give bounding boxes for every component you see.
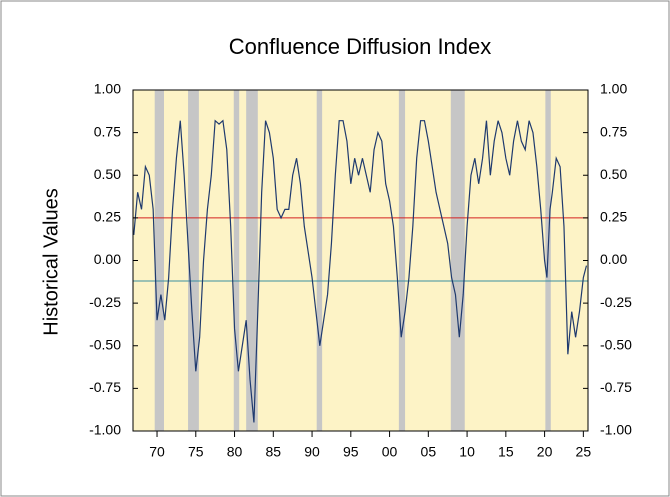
y2-tick-label: 0.75 [600, 123, 627, 139]
y2-tick-label: 0.50 [600, 166, 627, 182]
x-tick-label: 75 [188, 444, 204, 460]
x-tick-label: 25 [576, 444, 592, 460]
x-tick-label: 05 [421, 444, 437, 460]
y2-tick-label: 0.25 [600, 209, 627, 225]
y-tick-label: -1.00 [89, 422, 121, 438]
recession-band [398, 90, 406, 431]
y-tick-label: 0.00 [94, 251, 121, 267]
y-tick-label: -0.25 [89, 294, 121, 310]
y2-tick-label: 1.00 [600, 81, 627, 97]
recession-band [188, 90, 199, 431]
x-tick-label: 00 [382, 444, 398, 460]
recession-band [450, 90, 465, 431]
plot-area [133, 90, 588, 431]
y2-tick-label: -0.75 [600, 379, 632, 395]
x-tick-label: 20 [537, 444, 553, 460]
x-tick-label: 95 [343, 444, 359, 460]
y-tick-label: 0.50 [94, 166, 121, 182]
y-tick-label: 1.00 [94, 81, 121, 97]
y2-tick-label: -1.00 [600, 422, 632, 438]
y2-tick-label: -0.50 [600, 336, 632, 352]
recession-band [154, 90, 165, 431]
x-tick-label: 90 [304, 444, 320, 460]
recession-band [233, 90, 240, 431]
x-tick-label: 80 [227, 444, 243, 460]
x-tick-label: 85 [266, 444, 282, 460]
x-tick-label: 10 [459, 444, 475, 460]
y-tick-label: -0.50 [89, 336, 121, 352]
x-tick-label: 70 [149, 444, 165, 460]
y2-tick-label: -0.25 [600, 294, 632, 310]
recession-band [316, 90, 323, 431]
y-tick-label: 0.25 [94, 209, 121, 225]
y-tick-label: -0.75 [89, 379, 121, 395]
x-tick-label: 15 [498, 444, 514, 460]
y2-tick-label: 0.00 [600, 251, 627, 267]
chart-title: Confluence Diffusion Index [229, 34, 492, 59]
y-axis-label: Historical Values [40, 188, 62, 335]
data-line [133, 119, 588, 423]
recession-band [246, 90, 258, 431]
y-tick-label: 0.75 [94, 123, 121, 139]
